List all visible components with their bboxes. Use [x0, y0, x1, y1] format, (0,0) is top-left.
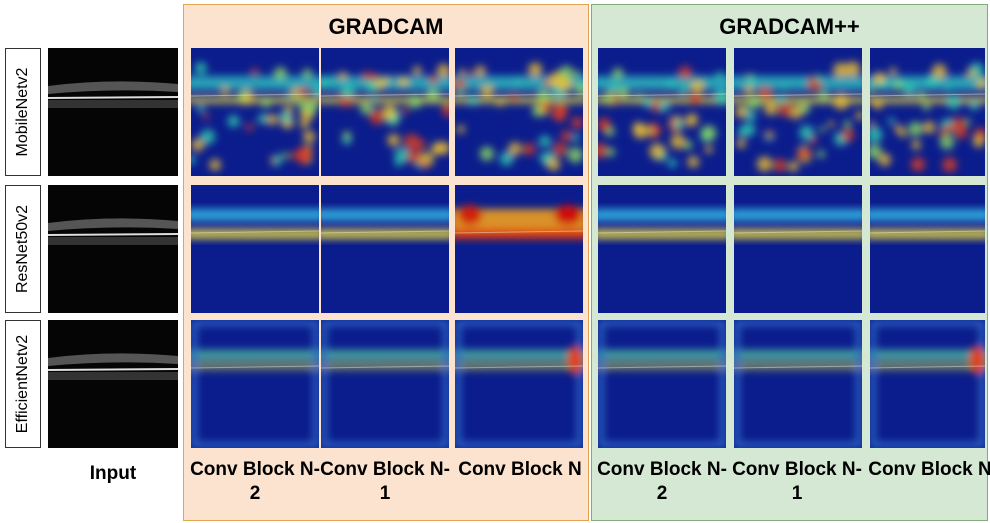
heatmap [455, 185, 583, 313]
heatmap [455, 320, 583, 448]
heatmap [321, 48, 449, 176]
heatmap [734, 320, 862, 448]
heatmap [598, 185, 726, 313]
heatmap [598, 320, 726, 448]
heatmap [870, 320, 985, 448]
column-label: Conv Block N-2 [597, 458, 727, 506]
heatmap [734, 185, 862, 313]
column-label: Conv Block N [455, 458, 585, 482]
row-label: ResNet50v2 [5, 185, 41, 313]
column-label: Conv Block N-1 [732, 458, 862, 506]
panel-title: GRADCAM++ [591, 14, 988, 40]
heatmap [734, 48, 862, 176]
input-image [48, 185, 178, 313]
heatmap [870, 185, 985, 313]
heatmap [321, 185, 449, 313]
input-label: Input [48, 462, 178, 486]
heatmap [321, 320, 449, 448]
heatmap [870, 48, 985, 176]
column-label: Conv Block N-2 [190, 458, 320, 506]
heatmap [455, 48, 583, 176]
input-image [48, 320, 178, 448]
heatmap [598, 48, 726, 176]
heatmap [191, 320, 319, 448]
input-image [48, 48, 178, 176]
row-label-text: EfficientNetv2 [14, 335, 32, 433]
figure: GRADCAM GRADCAM++ MobileNetv2 ResNet50v2… [0, 0, 990, 523]
heatmap [191, 185, 319, 313]
heatmap [191, 48, 319, 176]
panel-title: GRADCAM [183, 14, 589, 40]
row-label: EfficientNetv2 [5, 320, 41, 448]
row-label-text: ResNet50v2 [14, 205, 32, 293]
row-label: MobileNetv2 [5, 48, 41, 176]
column-label: Conv Block N [865, 458, 990, 482]
row-label-text: MobileNetv2 [14, 68, 32, 157]
column-label: Conv Block N-1 [320, 458, 450, 506]
